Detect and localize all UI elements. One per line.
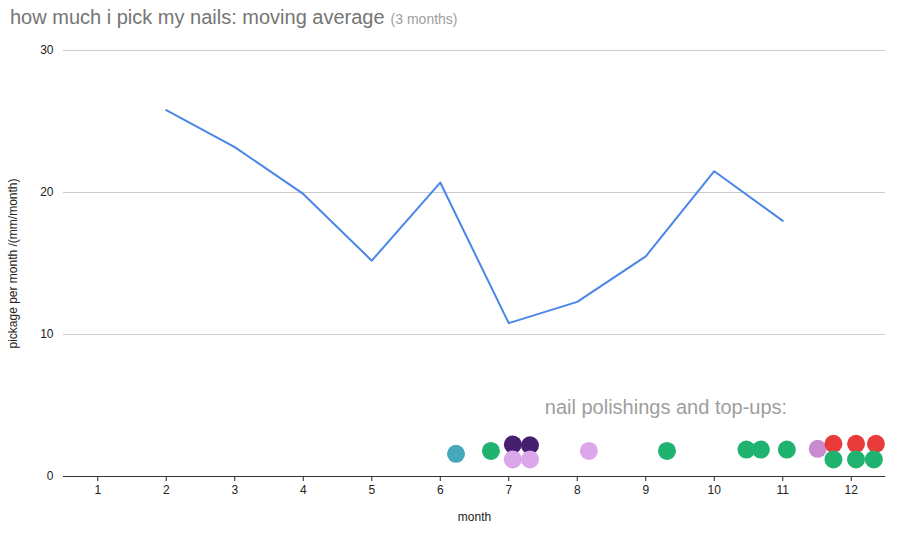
svg-text:nail polishings and top-ups:: nail polishings and top-ups: (545, 396, 787, 418)
svg-text:9: 9 (642, 483, 649, 497)
svg-text:10: 10 (40, 327, 54, 341)
svg-text:10: 10 (708, 483, 722, 497)
svg-text:4: 4 (300, 483, 307, 497)
svg-text:month: month (458, 510, 491, 524)
svg-text:1: 1 (94, 483, 101, 497)
svg-text:30: 30 (40, 43, 54, 57)
svg-text:8: 8 (574, 483, 581, 497)
svg-text:6: 6 (437, 483, 444, 497)
svg-text:12: 12 (845, 483, 859, 497)
svg-text:7: 7 (505, 483, 512, 497)
html-text:how much i pick my nails: movi: how much i pick my nails: moving average… (10, 6, 458, 28)
svg-text:pickage per month /(mm/month): pickage per month /(mm/month) (6, 178, 20, 348)
svg-text:3: 3 (231, 483, 238, 497)
svg-text:0: 0 (47, 469, 54, 483)
svg-text:20: 20 (40, 185, 54, 199)
svg-text:11: 11 (777, 483, 790, 497)
svg-text:5: 5 (368, 483, 375, 497)
svg-text:2: 2 (163, 483, 170, 497)
